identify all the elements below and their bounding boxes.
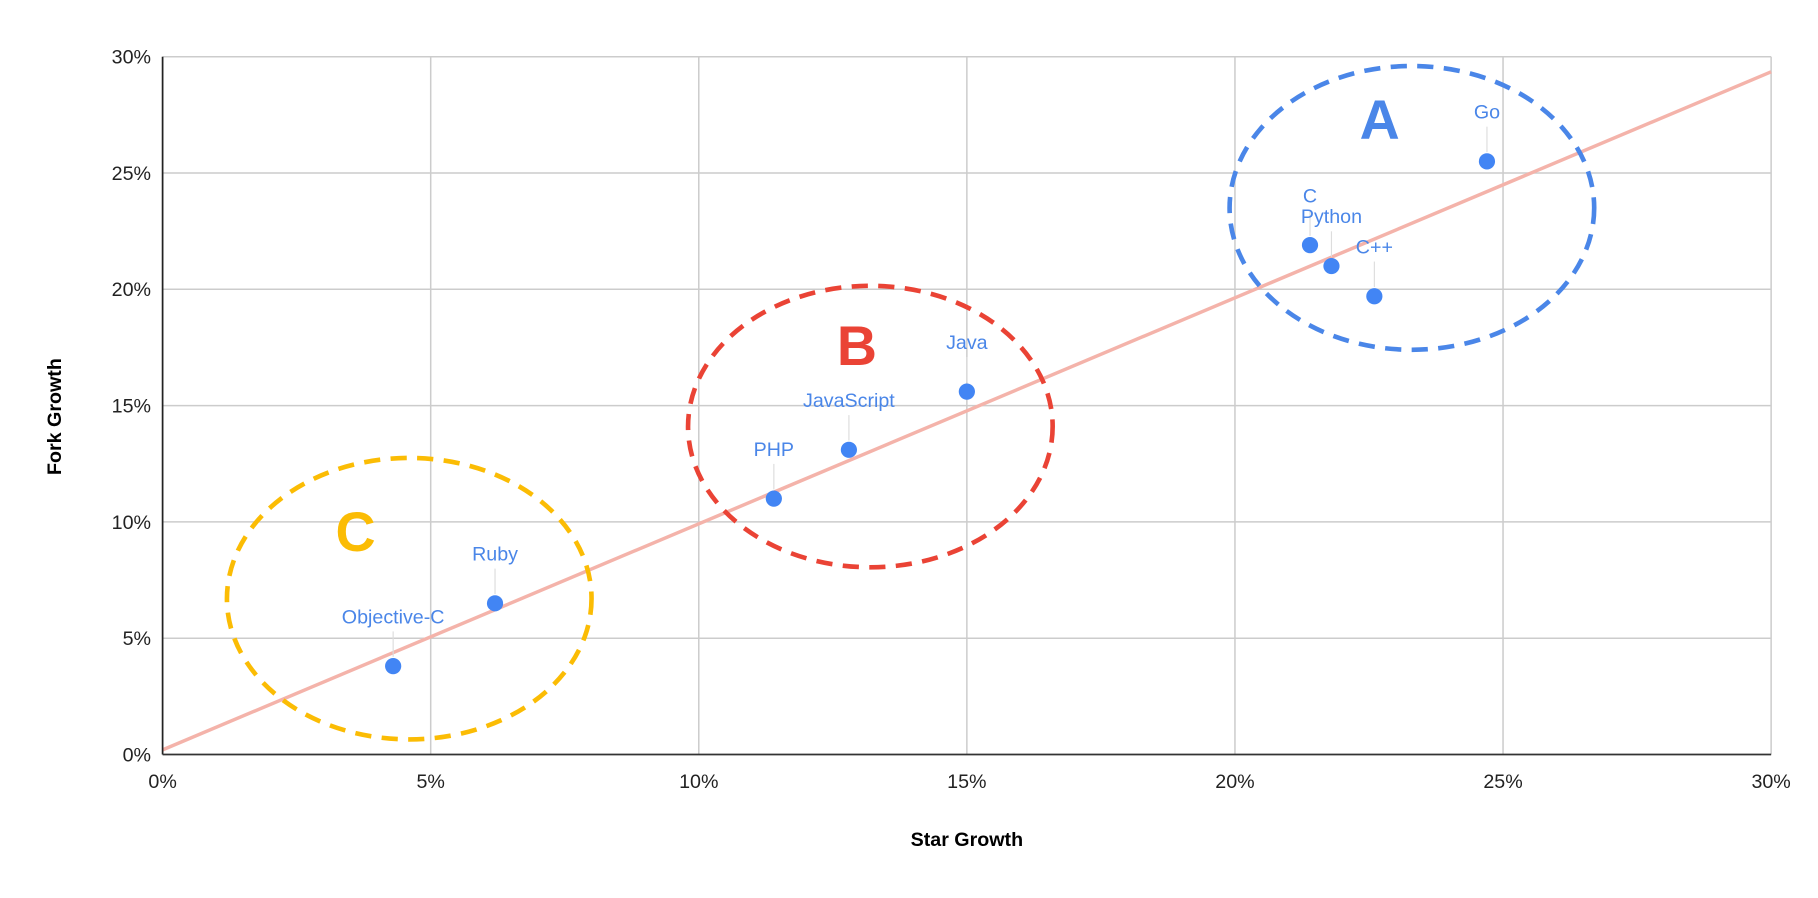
cluster-label-c: C <box>336 501 376 563</box>
x-tick-label: 10% <box>679 771 718 793</box>
data-point-label: JavaScript <box>803 390 895 412</box>
data-point <box>385 658 402 675</box>
data-point <box>765 490 782 507</box>
data-point-label: Ruby <box>472 543 518 565</box>
x-tick-label: 25% <box>1483 771 1522 793</box>
data-point <box>1478 153 1496 170</box>
data-point-label: PHP <box>754 439 794 461</box>
trendline <box>161 70 1772 752</box>
data-point-label: C++ <box>1356 236 1393 258</box>
cluster-ellipse-c <box>224 455 594 742</box>
x-tick-label: 0% <box>148 771 176 793</box>
data-point <box>1323 257 1340 275</box>
cluster-ellipse-a <box>1227 63 1597 353</box>
cluster-annotations: A B C <box>224 63 1597 742</box>
axes: 0% 0% 5% 5% 10% 10% 15% 15% 20% 20% 25% 25% 30% 30% <box>112 47 1791 793</box>
data-point-label: Java <box>946 332 988 354</box>
x-axis-title: Star Growth <box>911 829 1024 851</box>
data-point-label: Go <box>1474 102 1500 124</box>
x-tick-label: 30% <box>1751 771 1790 793</box>
data-point-label: Python <box>1301 206 1362 228</box>
y-tick-label: 5% <box>123 628 151 650</box>
data-point <box>1301 237 1319 254</box>
cluster-ellipse-b <box>685 283 1055 570</box>
x-tick-label: 15% <box>947 771 986 793</box>
y-tick-label: 20% <box>112 279 151 301</box>
x-tick-label: 20% <box>1215 771 1254 793</box>
data-point <box>958 383 975 400</box>
data-point <box>1366 288 1383 305</box>
cluster-label-b: B <box>837 315 877 377</box>
y-tick-label: 30% <box>112 47 151 69</box>
y-axis-title: Fork Growth <box>44 358 66 475</box>
y-tick-label: 10% <box>112 512 151 534</box>
data-point <box>840 441 858 458</box>
x-tick-label: 5% <box>416 771 444 793</box>
data-point-label: C <box>1303 185 1317 207</box>
y-tick-label: 15% <box>112 396 151 418</box>
data-point-label: Objective-C <box>342 606 445 628</box>
y-tick-label: 25% <box>112 163 151 185</box>
cluster-label-a: A <box>1360 89 1400 151</box>
data-point <box>486 595 504 612</box>
y-tick-label: 0% <box>123 744 151 766</box>
trendline-group <box>161 70 1772 752</box>
